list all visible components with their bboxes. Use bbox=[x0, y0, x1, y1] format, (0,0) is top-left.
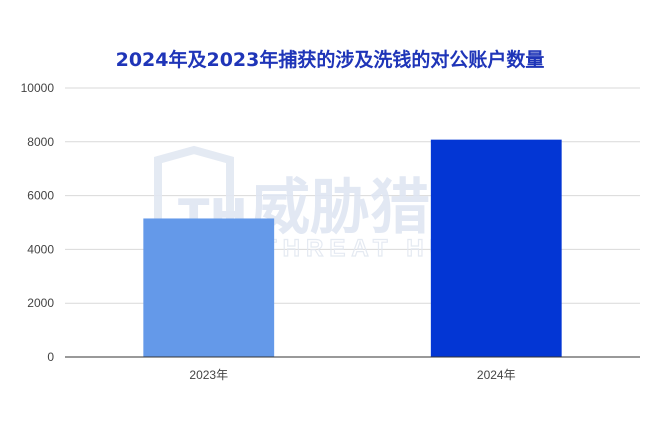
y-tick-label: 10000 bbox=[21, 81, 55, 95]
bar-2 bbox=[430, 139, 562, 357]
y-tick-label: 6000 bbox=[27, 189, 54, 203]
y-tick-label: 4000 bbox=[27, 242, 54, 256]
y-axis-ticks: 0 2000 4000 6000 8000 10000 bbox=[21, 81, 55, 364]
chart-title: 2024年及2023年捕获的涉及洗钱的对公账户数量 bbox=[116, 48, 545, 71]
y-tick-label: 2000 bbox=[27, 296, 54, 310]
y-tick-label: 0 bbox=[47, 350, 54, 364]
x-tick-label: 2024年 bbox=[477, 368, 516, 382]
bar-1 bbox=[143, 218, 275, 357]
x-axis-ticks: 2023年 2024年 bbox=[189, 368, 515, 382]
x-tick-label: 2023年 bbox=[189, 368, 228, 382]
y-tick-label: 8000 bbox=[27, 135, 54, 149]
bars bbox=[143, 139, 562, 357]
